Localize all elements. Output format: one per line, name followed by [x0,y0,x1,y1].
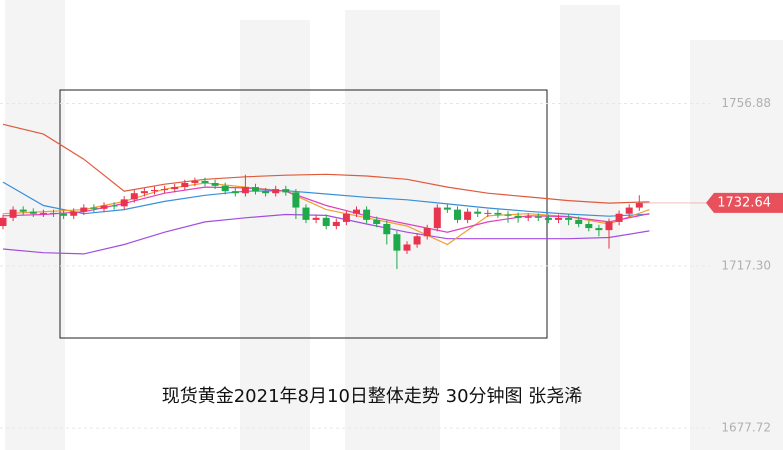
candle-body [403,244,411,251]
candle-body [585,223,593,229]
candle-body [484,212,492,214]
candle-body [383,223,391,235]
candle-body [524,216,532,218]
candle-body [464,211,472,220]
indicator-line [2,182,650,246]
candle-body [100,205,108,209]
candle-body [282,189,290,193]
candle-body [565,217,573,220]
candle-body [454,209,461,220]
price-label-bg [706,192,783,213]
candle-body [262,191,270,194]
candle-body [322,217,330,227]
candle-body [443,207,451,210]
indicator-line [2,123,650,204]
indicator-line [2,181,650,217]
candle-body [332,221,340,227]
candle-body [151,189,158,192]
candle-body [363,209,371,220]
candle-body [191,180,199,183]
candle-body [60,213,68,216]
candle-body [171,187,179,190]
candle-body [241,187,249,194]
candle-body [110,205,118,207]
candle-body [393,234,401,251]
y-tick-label: 1717.30 [721,258,771,272]
candle-body [80,207,88,212]
candle-body [140,191,148,194]
highlight-box [59,89,548,339]
candle-body [423,228,431,237]
candle-body [90,207,98,209]
candle-body [39,212,47,214]
candle-body [201,180,209,183]
candle-body [635,203,643,208]
caption: 现货黄金2021年8月10日整体走势 30分钟图 张尧浠 [162,386,583,407]
candle-body [544,217,552,220]
candle-body [50,212,57,214]
candle-body [504,214,512,216]
candle-body [161,189,169,191]
candle-body [494,212,502,215]
candle-body [474,211,482,214]
candle-body [605,221,613,231]
candle-body [272,189,280,194]
candle-body [0,217,7,227]
candle-body [231,191,239,194]
candle-body [353,209,360,214]
candle-body [70,211,78,216]
background-buildings [5,0,783,450]
candle-body [514,215,522,218]
candle-body [373,219,381,224]
candle-body [312,217,320,220]
candle-body [19,209,27,212]
y-tick-label: 1756.88 [721,96,771,110]
candle-body [413,236,421,245]
candle-body [292,192,300,208]
candle-body [29,211,37,214]
candle-body [9,209,17,218]
candle-body [433,207,441,229]
candle-body [625,207,633,214]
candle-body [221,185,229,192]
candle-body [595,228,603,231]
candle-body [302,207,310,220]
candle-body [534,216,542,218]
candle-body [555,217,562,220]
candle-body [120,199,128,207]
y-tick-label: 1677.72 [721,421,771,435]
candle-body [575,219,583,224]
candle-body [615,213,623,222]
candle-body [130,193,138,200]
candle-body [211,182,219,186]
price-label: 1732.64 [717,195,771,210]
candle-body [342,213,350,222]
candle-body [252,187,259,192]
candle-body [181,182,189,188]
